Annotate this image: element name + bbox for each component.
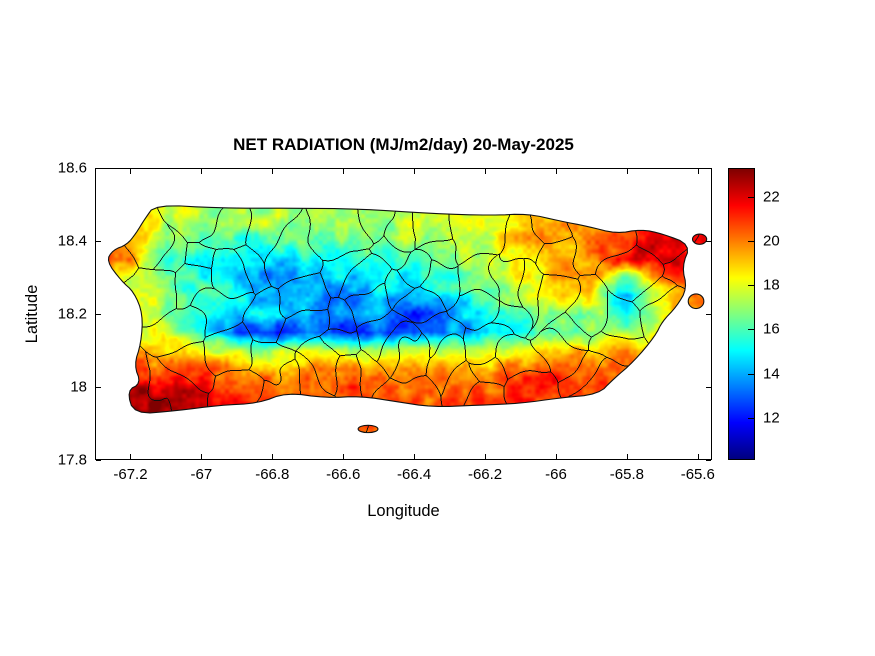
x-tick-mark <box>201 454 203 459</box>
x-tick-label: -67.2 <box>113 466 148 483</box>
x-tick-mark <box>626 454 628 459</box>
x-tick-mark-top <box>201 169 203 174</box>
y-tick-mark <box>96 168 101 169</box>
colorbar-tick-label: 12 <box>763 409 780 427</box>
y-tick-mark-right <box>706 168 711 169</box>
x-tick-mark <box>272 454 274 459</box>
y-tick-label: 18 <box>70 378 87 396</box>
colorbar-tick-label: 14 <box>763 365 780 383</box>
x-tick-mark-top <box>272 169 274 174</box>
colorbar-tick-label: 16 <box>763 320 780 338</box>
y-tick-mark-right <box>706 314 711 315</box>
colorbar-tick-mark <box>748 329 754 331</box>
x-tick-label: -65.8 <box>609 466 644 483</box>
x-tick-mark-top <box>626 169 628 174</box>
x-tick-label: -66.8 <box>255 466 290 483</box>
colorbar-tick-mark <box>748 285 754 287</box>
colorbar-tick-mark <box>748 241 754 242</box>
x-tick-label: -67 <box>190 466 213 483</box>
x-tick-mark <box>130 454 132 459</box>
x-tick-label: -66.6 <box>326 466 361 483</box>
x-tick-label: -66 <box>545 466 567 483</box>
y-tick-label: 18.6 <box>57 159 87 177</box>
x-axis-label: Longitude <box>367 502 440 520</box>
colorbar-tick-label: 18 <box>763 276 780 294</box>
colorbar-tick-mark <box>748 373 754 375</box>
colorbar-tick-label: 20 <box>763 232 780 250</box>
x-tick-label: -66.2 <box>467 466 503 483</box>
x-tick-mark-top <box>485 169 487 174</box>
y-tick-label: 17.8 <box>57 451 87 469</box>
x-tick-mark-top <box>555 169 557 174</box>
chart-title: NET RADIATION (MJ/m2/day) 20-May-2025 <box>233 135 574 154</box>
y-tick-mark-right <box>706 241 711 242</box>
x-tick-label: -66.4 <box>397 466 432 483</box>
y-tick-mark <box>96 460 101 461</box>
x-tick-mark <box>555 454 557 459</box>
y-tick-mark <box>96 387 101 388</box>
x-tick-mark-top <box>414 169 416 174</box>
x-tick-label: -65.6 <box>680 466 715 483</box>
x-tick-mark <box>485 454 487 459</box>
x-tick-mark <box>414 454 416 459</box>
colorbar-tick-label: 22 <box>763 188 780 206</box>
y-tick-mark-right <box>706 460 711 461</box>
x-tick-mark <box>697 454 699 459</box>
colorbar-gradient <box>729 169 754 459</box>
y-tick-mark-right <box>706 387 711 388</box>
colorbar <box>728 168 755 460</box>
y-tick-label: 18.4 <box>57 232 87 250</box>
puerto-rico-heatmap <box>95 168 712 460</box>
colorbar-tick-mark <box>748 417 754 419</box>
colorbar-tick-mark <box>748 196 754 198</box>
x-tick-mark-top <box>130 169 132 174</box>
y-tick-mark <box>96 314 101 315</box>
x-tick-mark-top <box>697 169 699 174</box>
x-tick-mark-top <box>343 169 345 174</box>
x-tick-mark <box>343 454 345 459</box>
y-tick-label: 18.2 <box>57 305 87 323</box>
y-tick-mark <box>96 241 101 242</box>
